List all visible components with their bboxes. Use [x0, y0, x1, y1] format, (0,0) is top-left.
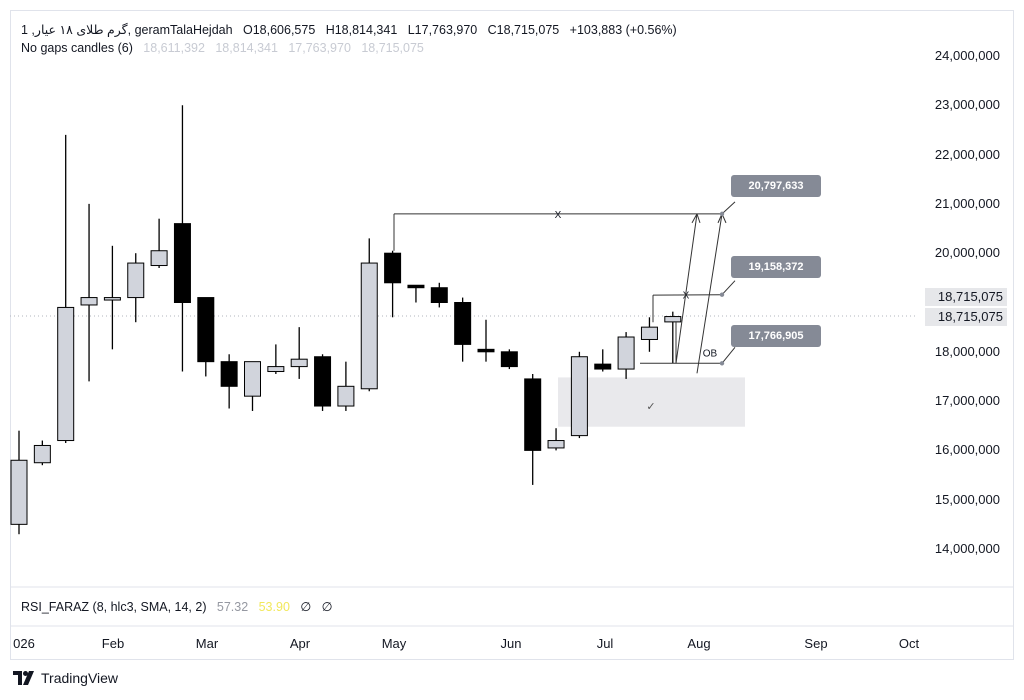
rsi-value-3: ∅ — [300, 600, 312, 614]
indicator-legend[interactable]: No gaps candles (6) 18,611,392 18,814,34… — [21, 41, 424, 55]
bullish-candle[interactable] — [337, 385, 355, 407]
bullish-candle[interactable] — [80, 297, 98, 306]
bearish-candle[interactable] — [384, 252, 402, 284]
target-mid-label[interactable]: 19,158,372 — [731, 256, 821, 278]
indicator-value-1: 18,611,392 — [143, 41, 205, 55]
price-axis-label: 20,000,000 — [934, 245, 1000, 261]
bullish-candle[interactable] — [290, 358, 308, 368]
bearish-candle[interactable] — [594, 363, 612, 370]
check-mark-label: ✓ — [646, 401, 655, 413]
current-price-tag-1: 18,715,075 — [925, 288, 1007, 306]
projection-line-2[interactable] — [696, 213, 723, 374]
price-axis-label: 15,000,000 — [934, 491, 1000, 507]
ohlc-low: L17,763,970 — [407, 23, 478, 37]
ohlc-change: +103,883 (+0.56%) — [569, 23, 677, 37]
bullish-candle[interactable] — [267, 366, 285, 373]
current-price-tag-2: 18,715,075 — [925, 308, 1007, 326]
bearish-candle[interactable] — [407, 284, 425, 289]
price-axis-label: 23,000,000 — [934, 97, 1000, 113]
time-axis-label: Aug — [687, 636, 711, 651]
price-axis-label: 18,000,000 — [934, 343, 1000, 359]
price-axis-label: 17,000,000 — [934, 393, 1000, 409]
bullish-candle[interactable] — [664, 316, 682, 323]
target-high-label[interactable]: 20,797,633 — [731, 175, 821, 197]
time-axis-label: Mar — [195, 636, 219, 651]
bullish-candle[interactable] — [640, 326, 658, 340]
target-mid-anchor[interactable] — [719, 292, 725, 297]
tradingview-logo[interactable]: TradingView — [13, 670, 118, 686]
target-low-anchor[interactable] — [719, 361, 725, 366]
time-axis-label: Sep — [804, 636, 828, 651]
bearish-candle[interactable] — [197, 297, 215, 363]
target-high-anchor[interactable] — [719, 211, 725, 217]
ob-label: OB — [703, 348, 718, 359]
price-axis-label: 22,000,000 — [934, 146, 1000, 162]
time-axis-label: Apr — [289, 636, 311, 651]
chart-frame[interactable] — [10, 10, 1014, 660]
order-block-zone[interactable] — [558, 377, 745, 427]
bearish-candle[interactable] — [430, 287, 448, 303]
bullish-candle[interactable] — [103, 297, 121, 301]
price-axis-label: 16,000,000 — [934, 442, 1000, 458]
target-low-label[interactable]: 17,766,905 — [731, 325, 821, 347]
tradingview-icon — [13, 671, 34, 685]
ohlc-close: C18,715,075 — [487, 23, 560, 37]
price-axis-label: 21,000,000 — [934, 195, 1000, 211]
indicator-name[interactable]: No gaps candles (6) — [21, 41, 133, 55]
target-mid-connector[interactable] — [721, 280, 736, 296]
tradingview-brand: TradingView — [41, 670, 119, 686]
rsi-value-4: ∅ — [321, 600, 333, 614]
price-axis-label: 24,000,000 — [934, 48, 1000, 63]
bullish-candle[interactable] — [617, 336, 635, 370]
bearish-candle[interactable] — [220, 361, 238, 387]
time-axis-label: May — [381, 636, 407, 651]
bearish-candle[interactable] — [477, 348, 495, 353]
rsi-value-2: 53.90 — [258, 600, 290, 614]
rsi-legend[interactable]: RSI_FARAZ (8, hlc3, SMA, 14, 2) 57.32 53… — [21, 599, 333, 614]
arrowhead-1a[interactable] — [691, 213, 698, 224]
price-axis-label: 14,000,000 — [934, 541, 1000, 556]
bearish-candle[interactable] — [173, 223, 191, 303]
target-high-connector[interactable] — [721, 201, 736, 215]
measure-x-label-small: X — [683, 291, 690, 302]
arrowhead-1b[interactable] — [696, 213, 701, 224]
measure-x-label-large: X — [555, 210, 562, 221]
indicator-value-2: 18,814,341 — [215, 41, 278, 55]
bullish-candle[interactable] — [10, 459, 28, 525]
indicator-value-3: 17,763,970 — [288, 41, 351, 55]
bearish-candle[interactable] — [500, 351, 518, 368]
bullish-candle[interactable] — [150, 250, 168, 267]
bullish-candle[interactable] — [570, 356, 588, 437]
bullish-candle[interactable] — [33, 444, 51, 464]
rsi-name[interactable]: RSI_FARAZ (8, hlc3, SMA, 14, 2) — [21, 600, 207, 614]
ohlc-open: O18,606,575 — [242, 23, 316, 37]
bullish-candle[interactable] — [57, 306, 75, 442]
symbol-legend[interactable]: 1 ,گرم طلای ۱۸ عیار, geramTalaHejdah O18… — [21, 22, 677, 37]
time-axis-label: Feb — [101, 636, 125, 651]
time-axis-label: Oct — [898, 636, 920, 651]
bullish-candle[interactable] — [547, 440, 565, 449]
indicator-value-4: 18,715,075 — [361, 41, 424, 55]
bearish-candle[interactable] — [314, 356, 332, 407]
rsi-value-1: 57.32 — [216, 600, 249, 614]
time-axis-label: 026 — [13, 636, 35, 651]
time-axis-label: Jun — [500, 636, 522, 651]
projection-line-1[interactable] — [675, 213, 698, 364]
time-axis-label: Jul — [596, 636, 614, 651]
bearish-candle[interactable] — [524, 378, 542, 451]
symbol-name[interactable]: 1 ,گرم طلای ۱۸ عیار, geramTalaHejdah — [21, 23, 233, 37]
target-low-connector[interactable] — [721, 346, 736, 364]
ohlc-high: H18,814,341 — [325, 23, 398, 37]
bearish-candle[interactable] — [454, 302, 472, 345]
bullish-candle[interactable] — [127, 262, 145, 299]
bullish-candle[interactable] — [244, 361, 261, 397]
bullish-candle[interactable] — [360, 262, 378, 390]
